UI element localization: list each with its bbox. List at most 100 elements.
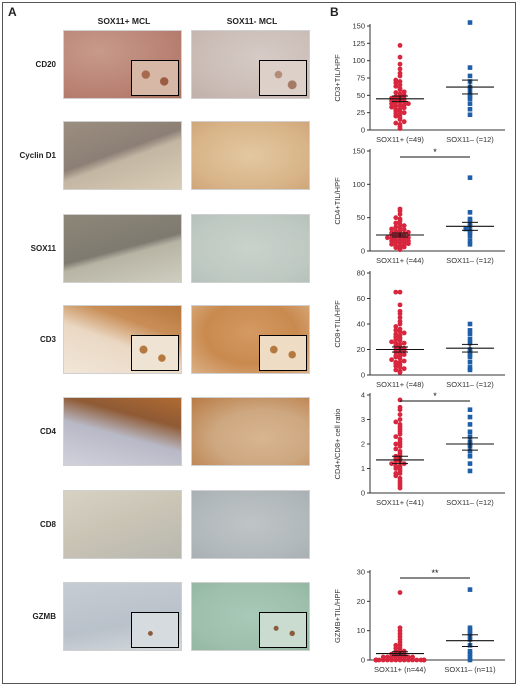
y-tick-label: 0 xyxy=(361,371,365,380)
data-point-sox11-positive xyxy=(397,463,403,469)
scatter-plot-3: CD8+TIL/HPF 0 20 40 60 80 SOX11+ (=48) SOX11– (… xyxy=(333,269,505,389)
y-tick-label: 50 xyxy=(357,213,365,222)
micrograph-inset-cd3 xyxy=(131,335,179,371)
y-axis-label: CD8+TIL/HPF xyxy=(333,300,342,348)
micrograph-gzmb-sox11-negative xyxy=(191,582,310,651)
data-point-sox11-negative xyxy=(467,210,473,215)
data-point-sox11-negative xyxy=(467,321,473,327)
data-point-sox11-positive xyxy=(397,225,403,231)
data-point-sox11-positive xyxy=(401,236,407,242)
data-point-sox11-positive xyxy=(393,327,399,333)
y-tick-label: 25 xyxy=(357,108,365,117)
data-point-sox11-negative xyxy=(467,587,473,592)
data-point-sox11-negative xyxy=(467,234,473,239)
data-point-sox11-negative xyxy=(467,106,473,112)
data-point-sox11-negative xyxy=(463,226,469,232)
x-category-label: SOX11– (=12) xyxy=(446,256,494,265)
data-point-sox11-positive xyxy=(393,94,399,100)
micrograph-gzmb-sox11-positive xyxy=(63,582,182,651)
data-point-sox11-positive xyxy=(389,230,394,236)
data-point-sox11-positive xyxy=(393,642,399,648)
data-point-sox11-positive xyxy=(393,103,399,109)
y-tick-label: 0 xyxy=(361,656,365,665)
data-point-sox11-negative xyxy=(467,352,473,357)
data-point-sox11-positive xyxy=(397,106,403,112)
data-point-sox11-negative xyxy=(467,65,473,70)
data-point-sox11-negative xyxy=(467,414,473,420)
data-point-sox11-negative xyxy=(467,94,473,100)
y-tick-label: 20 xyxy=(357,345,365,354)
data-point-sox11-negative xyxy=(467,365,473,370)
micrograph-cyclin-d1-sox11-negative xyxy=(191,121,310,190)
data-point-sox11-positive xyxy=(397,302,403,308)
data-point-sox11-negative xyxy=(467,657,473,663)
data-point-sox11-negative xyxy=(467,651,473,657)
micrograph-sox11-sox11-positive xyxy=(63,214,182,283)
y-tick-label: 0 xyxy=(361,126,365,135)
data-point-sox11-positive xyxy=(397,103,403,109)
data-point-sox11-positive xyxy=(393,463,399,469)
data-point-sox11-positive xyxy=(397,404,403,410)
micrograph-cyclin-d1-sox11-positive xyxy=(63,121,182,190)
data-point-sox11-positive xyxy=(393,324,399,329)
y-axis-label: GZMB+TIL/HPF xyxy=(333,589,342,643)
data-point-sox11-positive xyxy=(397,436,403,442)
x-category-label: SOX11+ (=49) xyxy=(376,135,424,144)
data-point-sox11-positive xyxy=(393,243,399,249)
data-point-sox11-negative xyxy=(467,453,473,459)
y-tick-label: 0 xyxy=(361,247,365,256)
data-point-sox11-negative xyxy=(467,625,473,631)
data-point-sox11-positive xyxy=(397,228,403,234)
data-point-sox11-positive xyxy=(397,397,403,403)
data-point-sox11-negative xyxy=(467,354,473,360)
data-point-sox11-positive xyxy=(393,434,399,440)
data-point-sox11-positive xyxy=(401,223,407,229)
y-tick-label: 50 xyxy=(357,91,365,100)
scatter-plot-4: CD4+/CD8+ cell ratio 0 1 2 3 4 SOX11+ (=41) SOX… xyxy=(333,391,505,507)
data-point-sox11-negative xyxy=(467,449,473,454)
micrograph-cd4-sox11-negative xyxy=(191,397,310,466)
scatter-plot-2: CD4+TIL/HPF 0 50 100 150 SOX11+ (=44) SOX11– (… xyxy=(333,147,505,265)
data-point-sox11-positive xyxy=(397,475,403,481)
data-point-sox11-positive xyxy=(385,654,390,660)
data-point-sox11-positive xyxy=(397,412,403,417)
data-point-sox11-positive xyxy=(401,358,407,364)
data-point-sox11-positive xyxy=(397,422,403,427)
data-point-sox11-positive xyxy=(397,368,403,374)
x-category-label: SOX11+ (=44) xyxy=(376,256,424,265)
data-point-sox11-positive xyxy=(389,357,394,363)
micrograph-cd8-sox11-positive xyxy=(63,490,182,559)
data-point-sox11-negative xyxy=(467,238,473,244)
data-point-sox11-positive xyxy=(397,590,403,595)
y-tick-label: 150 xyxy=(352,22,365,31)
micrograph-inset-cd20 xyxy=(131,60,179,96)
data-point-sox11-positive xyxy=(397,237,403,243)
data-point-sox11-positive xyxy=(397,342,403,347)
y-tick-label: 10 xyxy=(357,626,365,635)
data-point-sox11-negative xyxy=(467,359,473,365)
data-point-sox11-positive xyxy=(397,243,403,249)
data-point-sox11-positive xyxy=(397,289,403,295)
x-category-label: SOX11– (n=11) xyxy=(444,665,496,674)
data-point-sox11-positive xyxy=(397,315,403,321)
data-point-sox11-positive xyxy=(397,308,403,314)
data-point-sox11-negative xyxy=(467,340,473,346)
data-point-sox11-negative xyxy=(467,407,473,412)
data-point-sox11-negative xyxy=(467,654,473,660)
y-tick-label: 40 xyxy=(357,320,365,329)
column-header-sox11-positive: SOX11+ MCL xyxy=(97,16,151,26)
data-point-sox11-positive xyxy=(397,91,403,97)
data-point-sox11-negative xyxy=(467,628,473,633)
data-point-sox11-positive xyxy=(393,224,399,230)
data-point-sox11-positive xyxy=(397,326,403,332)
x-category-label: SOX11+ (=41) xyxy=(376,498,424,507)
data-point-sox11-positive xyxy=(397,61,403,67)
y-axis-label: CD4+/CD8+ cell ratio xyxy=(333,409,342,480)
data-point-sox11-positive xyxy=(393,120,399,126)
data-point-sox11-positive xyxy=(397,66,403,72)
data-point-sox11-positive xyxy=(393,220,399,226)
data-point-sox11-positive xyxy=(393,441,399,447)
data-point-sox11-negative xyxy=(467,175,473,180)
data-point-sox11-positive xyxy=(393,289,399,295)
data-point-sox11-positive xyxy=(389,651,394,657)
